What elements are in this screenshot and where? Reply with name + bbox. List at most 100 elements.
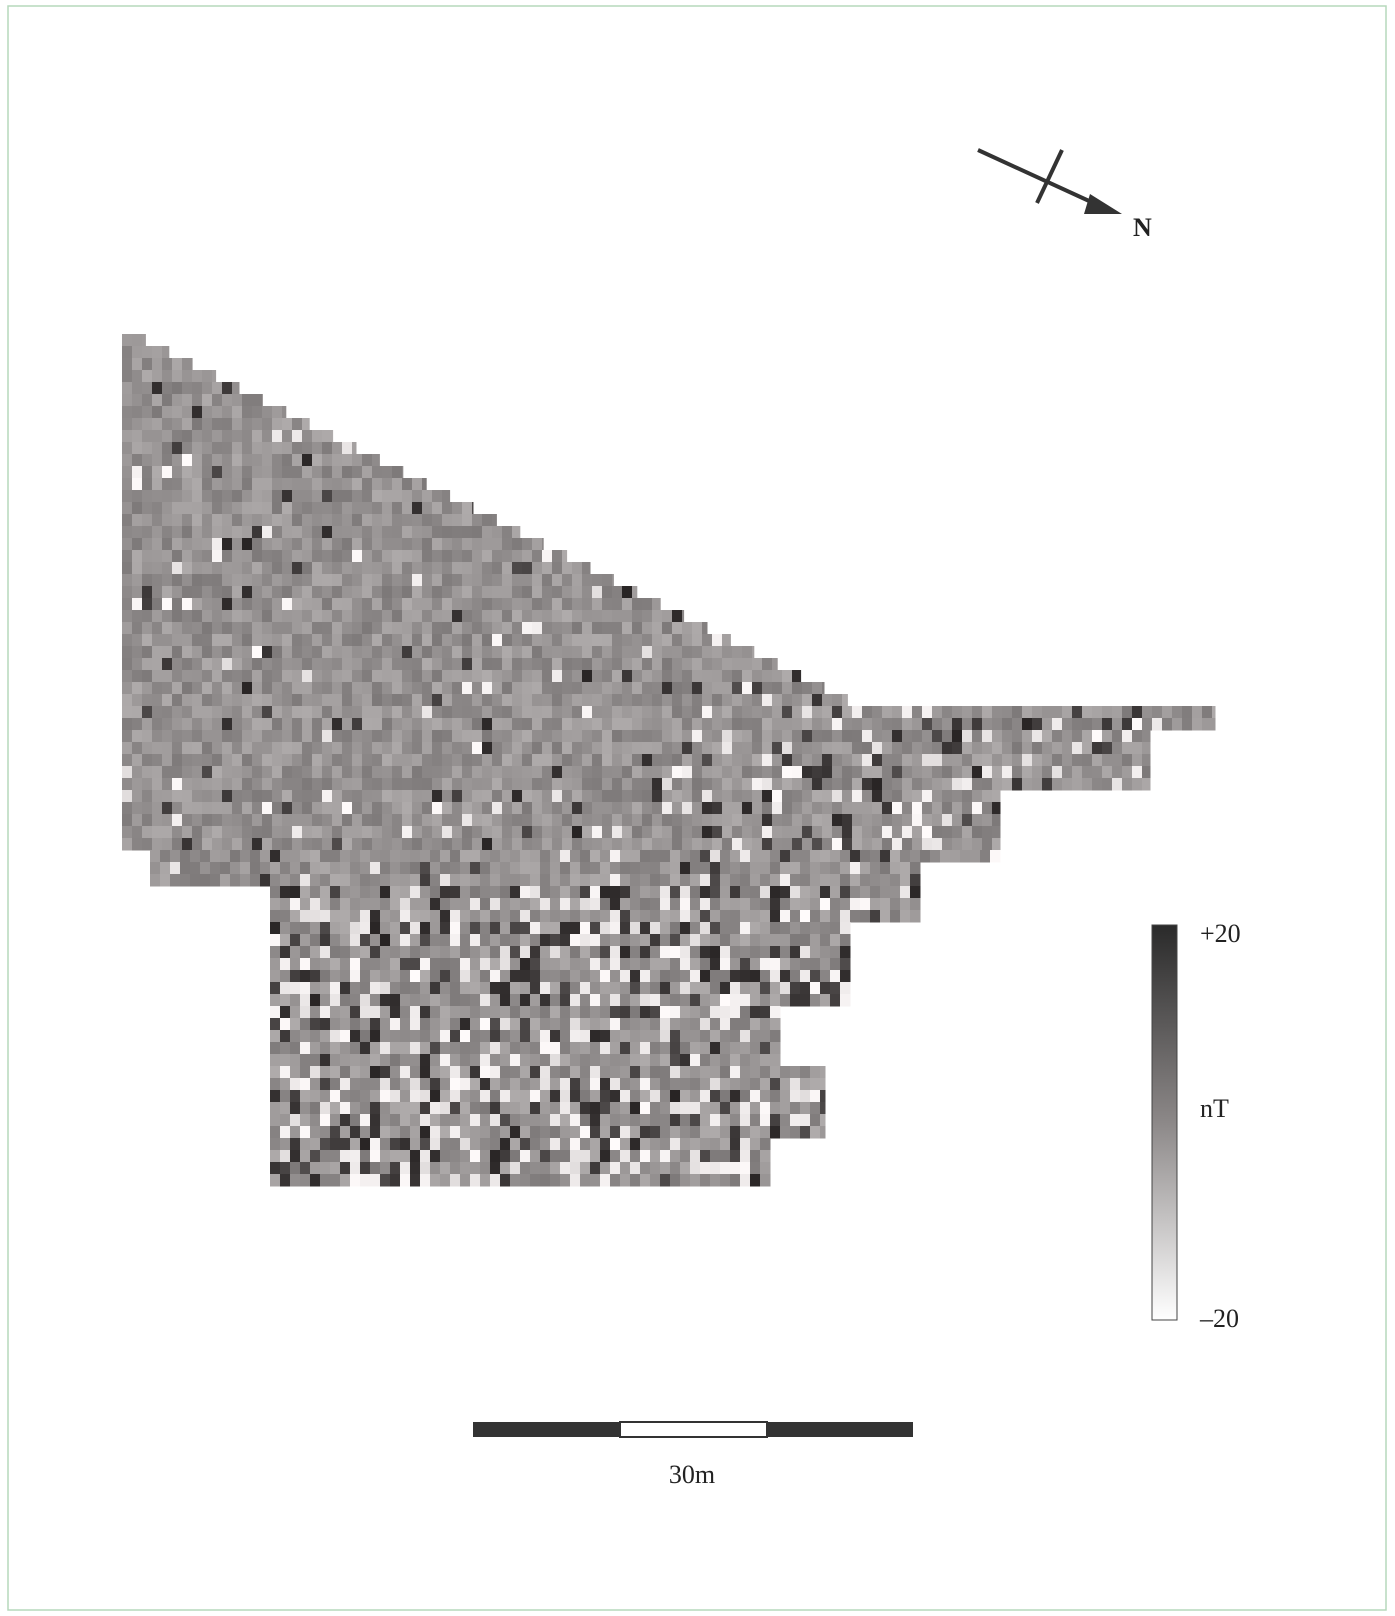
survey-cell xyxy=(730,1138,741,1151)
survey-cell xyxy=(500,1126,511,1139)
survey-cell xyxy=(622,838,633,851)
survey-cell xyxy=(280,850,291,863)
survey-cell xyxy=(212,406,223,419)
survey-cell xyxy=(400,958,411,971)
survey-cell xyxy=(480,850,491,863)
survey-cell xyxy=(730,898,741,911)
survey-cell xyxy=(552,574,563,587)
survey-cell xyxy=(262,442,273,455)
survey-cell xyxy=(282,838,293,851)
survey-cell xyxy=(290,934,301,947)
survey-cell xyxy=(172,562,183,575)
survey-cell xyxy=(570,1162,581,1175)
survey-cell xyxy=(720,1054,731,1067)
survey-cell xyxy=(770,994,781,1007)
survey-cell xyxy=(490,1150,501,1163)
survey-cell xyxy=(540,970,551,983)
survey-cell xyxy=(560,934,571,947)
survey-cell xyxy=(300,1054,311,1067)
survey-cell xyxy=(1112,706,1123,719)
survey-cell xyxy=(512,610,523,623)
survey-cell xyxy=(192,598,203,611)
survey-cell xyxy=(480,1006,491,1019)
survey-cell xyxy=(310,1042,321,1055)
survey-cell xyxy=(810,934,821,947)
survey-cell xyxy=(262,838,273,851)
survey-cell xyxy=(650,910,661,923)
survey-cell xyxy=(330,1102,341,1115)
survey-cell xyxy=(750,1078,761,1091)
survey-cell xyxy=(252,778,263,791)
survey-cell xyxy=(342,670,353,683)
survey-cell xyxy=(330,1174,341,1187)
survey-cell xyxy=(812,754,823,767)
survey-cell xyxy=(142,478,153,491)
survey-cell xyxy=(382,478,393,491)
survey-cell xyxy=(962,706,973,719)
survey-cell xyxy=(642,646,653,659)
survey-cell xyxy=(610,1174,621,1187)
survey-cell xyxy=(700,1162,711,1175)
survey-cell xyxy=(930,850,941,863)
survey-cell xyxy=(932,814,943,827)
survey-cell xyxy=(672,718,683,731)
survey-cell xyxy=(432,826,443,839)
survey-cell xyxy=(620,1006,631,1019)
survey-cell xyxy=(630,1054,641,1067)
survey-cell xyxy=(570,1090,581,1103)
survey-cell xyxy=(162,658,173,671)
survey-cell xyxy=(212,646,223,659)
survey-cell xyxy=(280,1006,291,1019)
survey-cell xyxy=(460,1174,471,1187)
survey-cell xyxy=(360,1054,371,1067)
survey-cell xyxy=(122,454,133,467)
survey-cell xyxy=(1112,718,1123,731)
survey-cell xyxy=(450,1114,461,1127)
survey-cell xyxy=(672,742,683,755)
survey-cell xyxy=(282,538,293,551)
survey-cell xyxy=(402,478,413,491)
survey-cell xyxy=(342,766,353,779)
survey-cell xyxy=(600,1174,611,1187)
survey-cell xyxy=(232,658,243,671)
survey-cell xyxy=(742,670,753,683)
survey-cell xyxy=(220,850,231,863)
survey-cell xyxy=(330,1018,341,1031)
survey-cell xyxy=(942,766,953,779)
survey-cell xyxy=(320,994,331,1007)
survey-cell xyxy=(132,826,143,839)
survey-cell xyxy=(690,910,701,923)
survey-cell xyxy=(580,1090,591,1103)
survey-cell xyxy=(762,718,773,731)
survey-cell xyxy=(850,862,861,875)
survey-cell xyxy=(340,1138,351,1151)
survey-cell xyxy=(670,1162,681,1175)
survey-cell xyxy=(510,1030,521,1043)
survey-cell xyxy=(302,466,313,479)
survey-cell xyxy=(1082,766,1093,779)
survey-cell xyxy=(470,1078,481,1091)
survey-cell xyxy=(222,382,233,395)
survey-cell xyxy=(1112,730,1123,743)
survey-cell xyxy=(322,622,333,635)
survey-cell xyxy=(460,1138,471,1151)
survey-cell xyxy=(782,814,793,827)
survey-cell xyxy=(1032,754,1043,767)
survey-cell xyxy=(660,1078,671,1091)
survey-cell xyxy=(840,898,851,911)
survey-cell xyxy=(530,1138,541,1151)
survey-cell xyxy=(550,970,561,983)
survey-cell xyxy=(212,490,223,503)
survey-cell xyxy=(182,742,193,755)
survey-cell xyxy=(122,406,133,419)
survey-cell xyxy=(162,442,173,455)
survey-cell xyxy=(230,862,241,875)
survey-cell xyxy=(570,946,581,959)
survey-cell xyxy=(302,658,313,671)
survey-cell xyxy=(772,658,778,671)
survey-cell xyxy=(382,826,393,839)
survey-cell xyxy=(152,646,163,659)
survey-cell xyxy=(262,514,273,527)
survey-cell xyxy=(262,562,273,575)
survey-cell xyxy=(432,490,443,503)
